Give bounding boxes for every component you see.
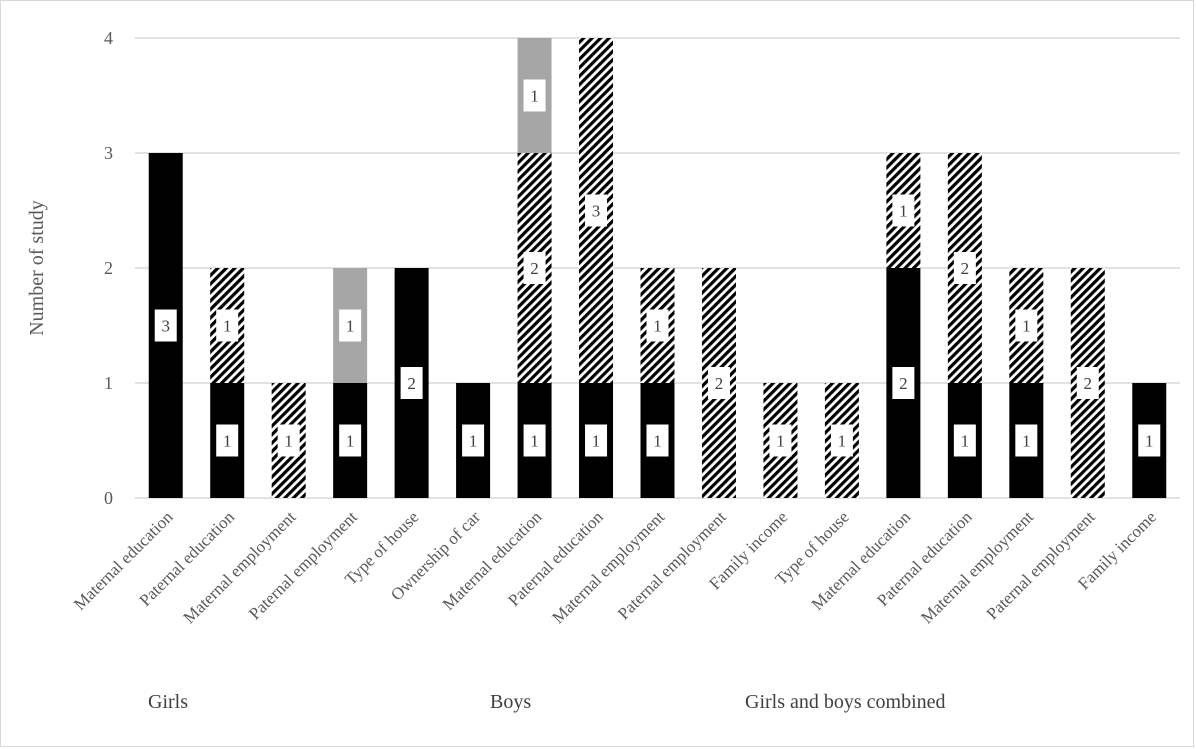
y-tick-label: 2 bbox=[104, 258, 113, 278]
y-tick-label: 0 bbox=[104, 488, 113, 508]
data-label: 1 bbox=[592, 432, 601, 451]
category-label: Maternal employment bbox=[180, 507, 300, 627]
category-label: Paternal employment bbox=[983, 507, 1099, 623]
data-label-box bbox=[769, 424, 792, 457]
y-axis-label: Number of study bbox=[26, 200, 48, 336]
y-tick-label: 1 bbox=[104, 373, 113, 393]
data-label-box bbox=[585, 424, 608, 457]
y-axis-ticks: 0 1 2 3 4 bbox=[104, 28, 113, 508]
data-label: 1 bbox=[346, 432, 355, 451]
data-label-box bbox=[646, 309, 669, 342]
category-label: Paternal employment bbox=[614, 507, 730, 623]
data-label: 1 bbox=[776, 432, 785, 451]
data-label: 1 bbox=[469, 432, 478, 451]
data-label: 1 bbox=[223, 317, 232, 336]
data-label-box bbox=[585, 194, 608, 227]
data-label: 1 bbox=[530, 432, 539, 451]
data-label: 2 bbox=[1084, 374, 1093, 393]
data-label-box bbox=[707, 367, 730, 399]
data-label-box bbox=[339, 424, 362, 457]
group-label: Boys bbox=[490, 691, 531, 713]
data-label-box bbox=[523, 79, 546, 112]
data-label: 3 bbox=[161, 317, 170, 336]
data-label-box bbox=[1076, 367, 1099, 399]
data-label: 1 bbox=[838, 432, 847, 451]
data-label-box bbox=[154, 309, 177, 342]
data-label: 1 bbox=[530, 87, 539, 106]
data-labels: 3 1 1 1 1 1 2 1 1 2 1 1 3 1 1 2 1 1 2 1 1 2 1 1 2 1 bbox=[154, 79, 1161, 457]
data-label-box bbox=[953, 252, 976, 284]
data-label: 2 bbox=[961, 259, 970, 278]
data-label-box bbox=[892, 367, 915, 399]
y-tick-label: 4 bbox=[104, 28, 113, 48]
category-label: Maternal employment bbox=[917, 507, 1037, 627]
data-label: 2 bbox=[407, 374, 416, 393]
data-label: 1 bbox=[961, 432, 970, 451]
data-label: 1 bbox=[899, 202, 908, 221]
data-label-box bbox=[523, 252, 546, 284]
data-label: 2 bbox=[715, 374, 724, 393]
data-label: 1 bbox=[223, 432, 232, 451]
data-label-box bbox=[216, 309, 239, 342]
data-label-box bbox=[953, 424, 976, 457]
data-label-box bbox=[1015, 309, 1038, 342]
data-label-box bbox=[892, 194, 915, 227]
data-label: 1 bbox=[1022, 432, 1031, 451]
data-label-box bbox=[400, 367, 423, 399]
data-label: 3 bbox=[592, 202, 601, 221]
data-label: 2 bbox=[530, 259, 539, 278]
data-label: 1 bbox=[346, 317, 355, 336]
data-label: 1 bbox=[1022, 317, 1031, 336]
y-tick-label: 3 bbox=[104, 143, 113, 163]
data-label-box bbox=[462, 424, 485, 457]
data-label-box bbox=[339, 309, 362, 342]
category-label: Maternal employment bbox=[548, 507, 668, 627]
group-label: Girls and boys combined bbox=[745, 691, 946, 713]
data-label-box bbox=[1015, 424, 1038, 457]
data-label-box bbox=[830, 424, 853, 457]
data-label-box bbox=[646, 424, 669, 457]
data-label-box bbox=[523, 424, 546, 457]
data-label: 1 bbox=[653, 317, 662, 336]
data-label: 2 bbox=[899, 374, 908, 393]
category-label: Paternal employment bbox=[245, 507, 361, 623]
group-label: Girls bbox=[148, 691, 188, 713]
data-label: 1 bbox=[653, 432, 662, 451]
data-label-box bbox=[277, 424, 300, 457]
data-label: 1 bbox=[1145, 432, 1154, 451]
data-label: 1 bbox=[284, 432, 293, 451]
group-labels: Girls Boys Girls and boys combined bbox=[148, 691, 946, 713]
data-label-box bbox=[1138, 424, 1161, 457]
data-label-box bbox=[216, 424, 239, 457]
